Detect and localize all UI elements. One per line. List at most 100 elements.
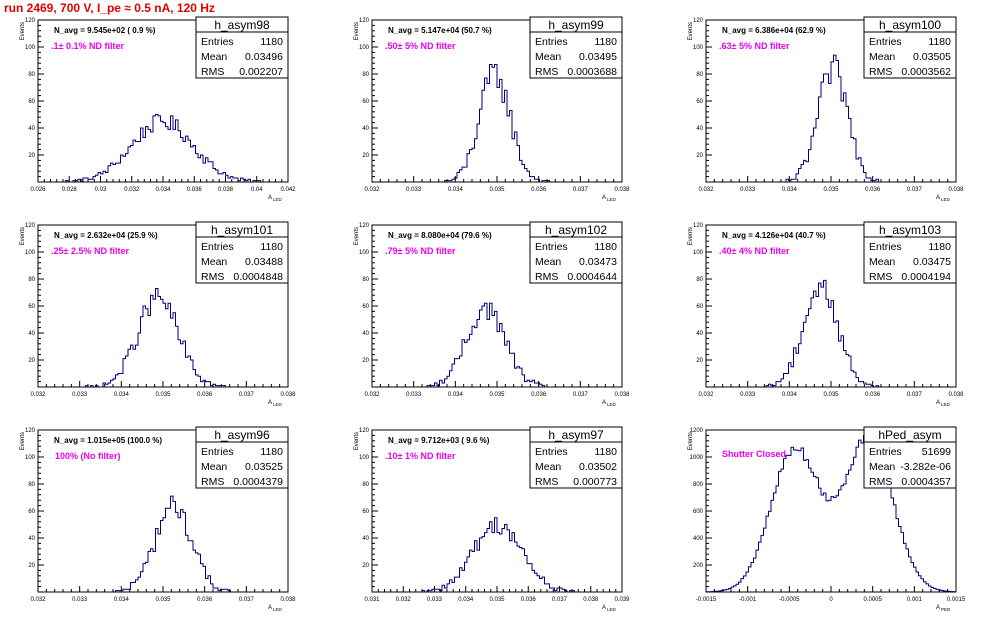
x-axis-title: ALED (936, 400, 951, 407)
panel-h_asym99: 20 40 60 80 100 120 0.032 0.033 0.034 0.035 0.036 0… (354, 16, 630, 202)
x-tick-label: 0.032 (364, 392, 380, 398)
x-tick-label: 0.034 (782, 187, 798, 193)
stats-label: Entries (869, 241, 902, 253)
filter-label: .50± 5% ND filter (385, 41, 456, 51)
filter-label: .1± 0.1% ND filter (51, 41, 124, 51)
y-tick-label: 60 (362, 99, 369, 105)
x-tick-label: 0.037 (239, 597, 255, 603)
panel-h_asym102: 20 40 60 80 100 120 0.032 0.033 0.034 0.035 0.036 0… (354, 221, 630, 407)
histogram-line (38, 114, 288, 183)
y-tick-label: 20 (28, 153, 35, 159)
y-tick-label: 120 (25, 18, 36, 24)
x-tick-label: 0.032 (30, 392, 46, 398)
y-axis-title: Events (688, 432, 694, 450)
stats-label: Entries (201, 36, 234, 48)
stats-value: 0.0003688 (567, 66, 617, 78)
stats-box (195, 16, 289, 79)
y-tick-label: 1000 (690, 455, 704, 461)
filter-label: .40± 4% ND filter (719, 246, 790, 256)
y-tick-label: 80 (696, 72, 703, 78)
stats-value: 0.0004357 (901, 476, 951, 488)
y-axis-title: Events (688, 22, 694, 40)
stats-value: 1180 (594, 241, 617, 253)
stats-label: RMS (869, 66, 892, 78)
y-tick-label: 60 (28, 304, 35, 310)
stats-value: 0.03495 (579, 51, 617, 63)
stats-box (863, 426, 957, 489)
x-tick-label: 0.037 (573, 392, 589, 398)
x-tick-label: 0.035 (155, 392, 171, 398)
x-axis-title: ALED (268, 195, 283, 202)
x-tick-label: 0.038 (948, 187, 964, 193)
x-tick-label: 0.033 (740, 187, 756, 193)
x-tick-label: 0.032 (124, 187, 140, 193)
y-axis-title: Events (354, 22, 360, 40)
stats-box (863, 221, 957, 284)
x-tick-label: 0.032 (30, 597, 46, 603)
stats-title: hPed_asym (878, 428, 941, 442)
y-tick-label: 60 (28, 99, 35, 105)
x-tick-label: 0.035 (823, 187, 839, 193)
stats-box (529, 221, 623, 284)
stats-value: 0.03475 (913, 256, 951, 268)
stats-value: 0.002207 (239, 66, 283, 78)
stats-label: Mean (201, 256, 227, 268)
panel-h_asym100: 20 40 60 80 100 120 0.032 0.033 0.034 0.035 0.036 0… (688, 16, 964, 202)
x-tick-label: 0.033 (740, 392, 756, 398)
x-tick-label: 0.036 (865, 187, 881, 193)
x-axis-title: ALED (602, 400, 617, 407)
filter-label: .79± 5% ND filter (385, 246, 456, 256)
stats-box (195, 221, 289, 284)
stats-value: 0.0004379 (233, 476, 283, 488)
x-tick-label: 0.037 (552, 597, 568, 603)
y-tick-label: 80 (28, 482, 35, 488)
x-tick-label: 0.042 (280, 187, 296, 193)
stats-label: Entries (535, 446, 568, 458)
y-axis-title: Events (354, 227, 360, 245)
y-axis-title: Events (20, 227, 26, 245)
stats-label: RMS (535, 66, 558, 78)
stats-title: h_asym102 (545, 223, 607, 237)
x-tick-label: 0.034 (448, 392, 464, 398)
stats-label: RMS (535, 476, 558, 488)
y-tick-label: 120 (693, 18, 704, 24)
filter-label: 100% (No filter) (55, 451, 121, 461)
stats-title: h_asym103 (879, 223, 941, 237)
stats-label: RMS (535, 271, 558, 283)
y-tick-label: 120 (359, 428, 370, 434)
navg-label: N_avg = 5.147e+04 (50.7 %) (388, 26, 492, 35)
stats-label: RMS (869, 476, 892, 488)
stats-value: 0.03502 (579, 461, 617, 473)
y-tick-label: 40 (362, 331, 369, 337)
stats-value: 1180 (928, 36, 951, 48)
x-axis-title: ALED (268, 400, 283, 407)
y-tick-label: 100 (359, 455, 370, 461)
x-tick-label: 0.026 (30, 187, 46, 193)
y-tick-label: 100 (693, 45, 704, 51)
x-tick-label: 0.036 (865, 392, 881, 398)
y-tick-label: 20 (362, 563, 369, 569)
y-tick-label: 20 (28, 563, 35, 569)
x-axis-title: ALED (602, 605, 617, 612)
x-tick-label: 0.034 (782, 392, 798, 398)
stats-value: 0.0003562 (901, 66, 951, 78)
stats-value: 0.03525 (245, 461, 283, 473)
filter-label: .63± 5% ND filter (719, 41, 790, 51)
navg-label: N_avg = 6.386e+04 (62.9 %) (722, 26, 826, 35)
navg-label: N_avg = 1.015e+05 (100.0 %) (54, 436, 162, 445)
x-tick-label: 0.037 (907, 187, 923, 193)
x-tick-label: -0.001 (739, 597, 757, 603)
histogram-line (38, 287, 288, 388)
y-tick-label: 120 (359, 18, 370, 24)
filter-label: Shutter Closed (722, 449, 786, 459)
x-tick-label: 0.035 (155, 597, 171, 603)
y-tick-label: 100 (359, 45, 370, 51)
x-tick-label: 0.033 (406, 187, 422, 193)
navg-label: N_avg = 8.080e+04 (79.6 %) (388, 231, 492, 240)
x-tick-label: 0.038 (614, 392, 630, 398)
histogram-line (372, 517, 622, 593)
histogram-line (38, 495, 288, 593)
x-tick-label: 0.035 (489, 392, 505, 398)
y-tick-label: 60 (696, 304, 703, 310)
